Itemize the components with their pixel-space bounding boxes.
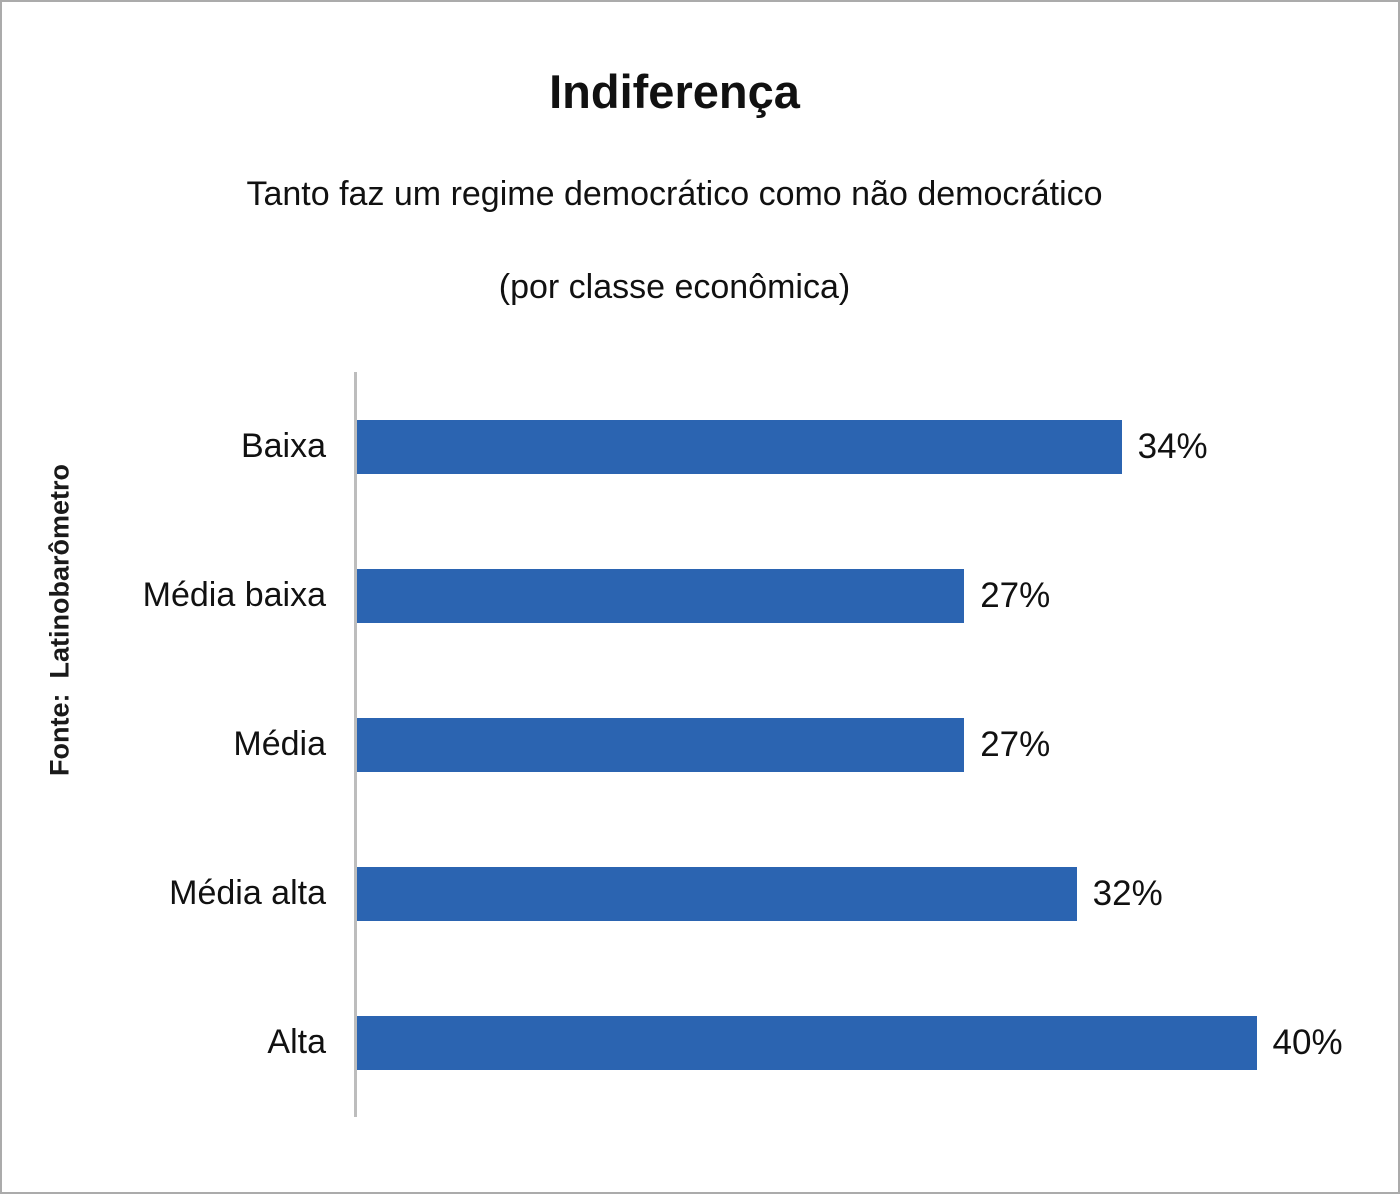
category-label: Média alta bbox=[169, 874, 326, 912]
bar bbox=[357, 419, 1122, 474]
value-label: 32% bbox=[1092, 873, 1163, 913]
bar-area: 34% bbox=[357, 419, 1369, 474]
plot-area: Baixa 34% Média baixa 27% Média 27% Média alta… bbox=[2, 372, 1398, 1117]
category-label: Média baixa bbox=[142, 576, 326, 614]
value-label: 27% bbox=[980, 724, 1051, 764]
value-label: 40% bbox=[1272, 1022, 1343, 1062]
bar-row: Média baixa 27% bbox=[2, 521, 1398, 670]
chart-title: Indiferença bbox=[549, 65, 800, 118]
bar-area: 40% bbox=[357, 1015, 1369, 1070]
bar-row: Média alta 32% bbox=[2, 819, 1398, 968]
bar-area: 27% bbox=[357, 568, 1369, 623]
chart-header: Indiferença Tanto faz um regime democrát… bbox=[2, 2, 1347, 307]
bar bbox=[357, 568, 965, 623]
category-label: Baixa bbox=[240, 427, 326, 465]
bar-row: Alta 40% bbox=[2, 968, 1398, 1117]
bar-area: 32% bbox=[357, 866, 1369, 921]
category-label: Alta bbox=[267, 1023, 326, 1061]
chart-subtitle: Tanto faz um regime democrático como não… bbox=[246, 175, 1103, 213]
bar bbox=[357, 717, 965, 772]
bar-area: 27% bbox=[357, 717, 1369, 772]
value-label: 27% bbox=[980, 575, 1051, 615]
chart-subtitle-2: (por classe econômica) bbox=[498, 268, 851, 306]
value-label: 34% bbox=[1137, 426, 1208, 466]
bar-row: Baixa 34% bbox=[2, 372, 1398, 521]
y-axis-line bbox=[354, 372, 357, 1117]
bar-rows: Baixa 34% Média baixa 27% Média 27% Média alta… bbox=[2, 372, 1398, 1117]
bar bbox=[357, 1015, 1257, 1070]
category-label: Média bbox=[233, 725, 326, 763]
bar bbox=[357, 866, 1077, 921]
bar-row: Média 27% bbox=[2, 670, 1398, 819]
